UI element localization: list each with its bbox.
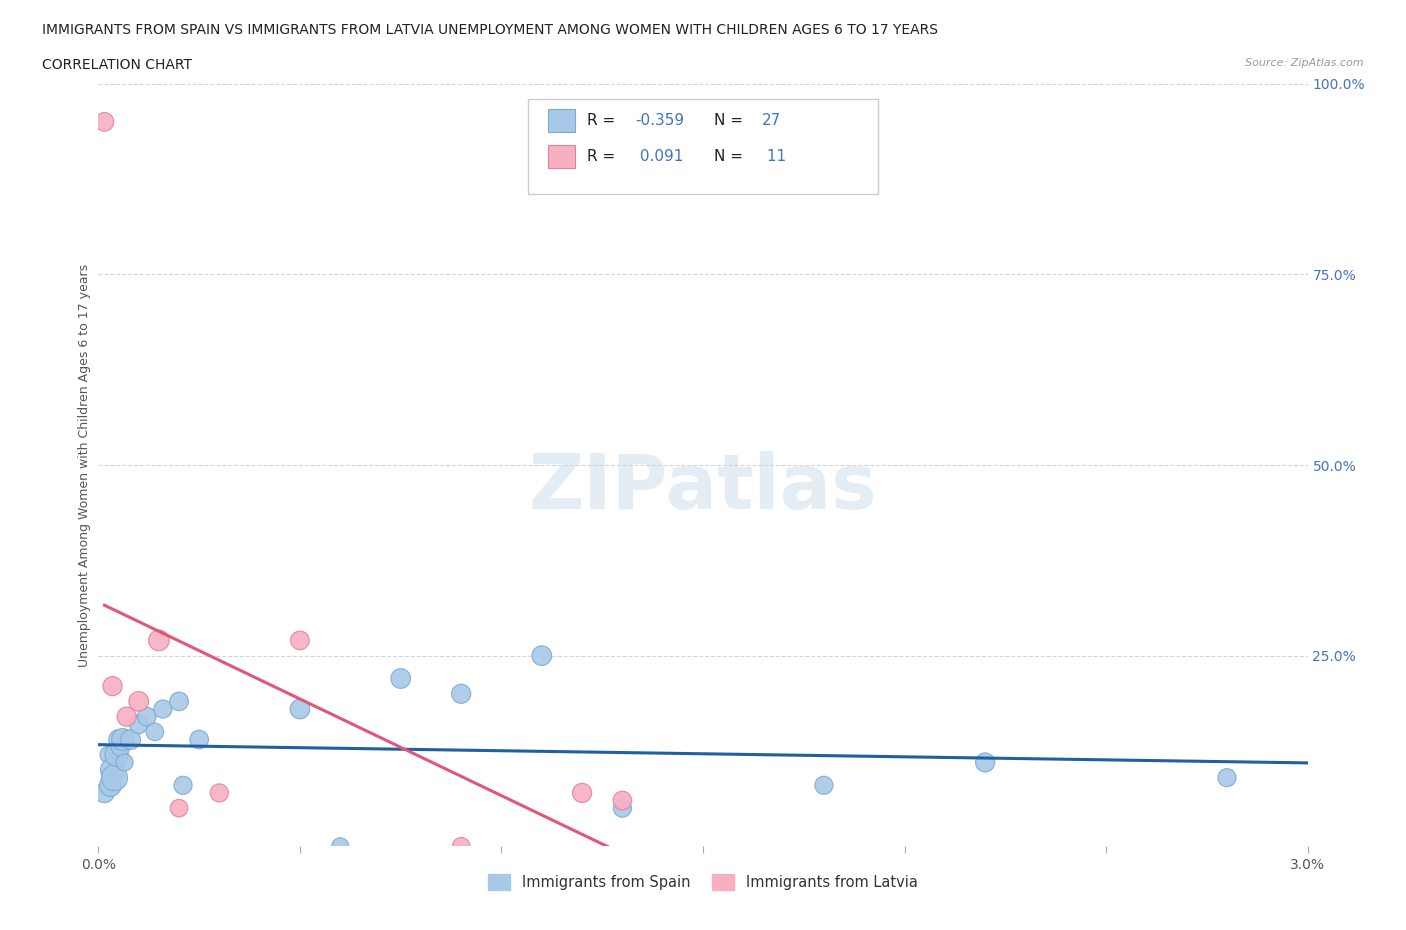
Point [128,694,150,709]
Point [105,748,128,763]
Point [128,717,150,732]
FancyBboxPatch shape [527,99,879,194]
Text: N =: N = [714,113,748,127]
Y-axis label: Unemployment Among Women with Children Ages 6 to 17 years: Unemployment Among Women with Children A… [79,263,91,667]
Point [172,777,194,792]
Point [93,114,115,129]
Legend: Immigrants from Spain, Immigrants from Latvia: Immigrants from Spain, Immigrants from L… [482,869,924,897]
Point [167,801,190,816]
Point [103,770,125,785]
Point [612,801,634,816]
Text: Source: ZipAtlas.com: Source: ZipAtlas.com [1246,58,1364,68]
Text: N =: N = [714,149,748,164]
Point [450,839,472,854]
Point [148,633,170,648]
Point [111,732,134,747]
Point [450,686,472,701]
Point [101,763,124,777]
Text: ZIPatlas: ZIPatlas [529,451,877,525]
Text: 11: 11 [762,149,786,164]
Point [152,701,174,716]
Point [110,739,132,754]
Text: IMMIGRANTS FROM SPAIN VS IMMIGRANTS FROM LATVIA UNEMPLOYMENT AMONG WOMEN WITH CH: IMMIGRANTS FROM SPAIN VS IMMIGRANTS FROM… [42,23,938,37]
Point [208,786,231,801]
Point [120,732,142,747]
Point [329,839,352,854]
FancyBboxPatch shape [548,109,575,132]
Text: -0.359: -0.359 [636,113,685,127]
Point [93,786,115,801]
FancyBboxPatch shape [548,145,575,167]
Point [288,633,311,648]
Text: 0.091: 0.091 [636,149,683,164]
Point [571,786,593,801]
Point [114,755,136,770]
Point [100,777,122,792]
Point [135,710,157,724]
Point [1216,770,1239,785]
Point [97,748,120,763]
Point [107,732,129,747]
Point [143,724,166,739]
Point [115,710,138,724]
Point [974,755,997,770]
Point [188,732,211,747]
Point [101,679,124,694]
Point [813,777,835,792]
Point [288,701,311,716]
Point [612,793,634,808]
Text: 27: 27 [762,113,782,127]
Point [530,648,553,663]
Text: R =: R = [586,113,620,127]
Point [389,671,412,686]
Text: R =: R = [586,149,620,164]
Point [167,694,190,709]
Text: CORRELATION CHART: CORRELATION CHART [42,58,193,72]
